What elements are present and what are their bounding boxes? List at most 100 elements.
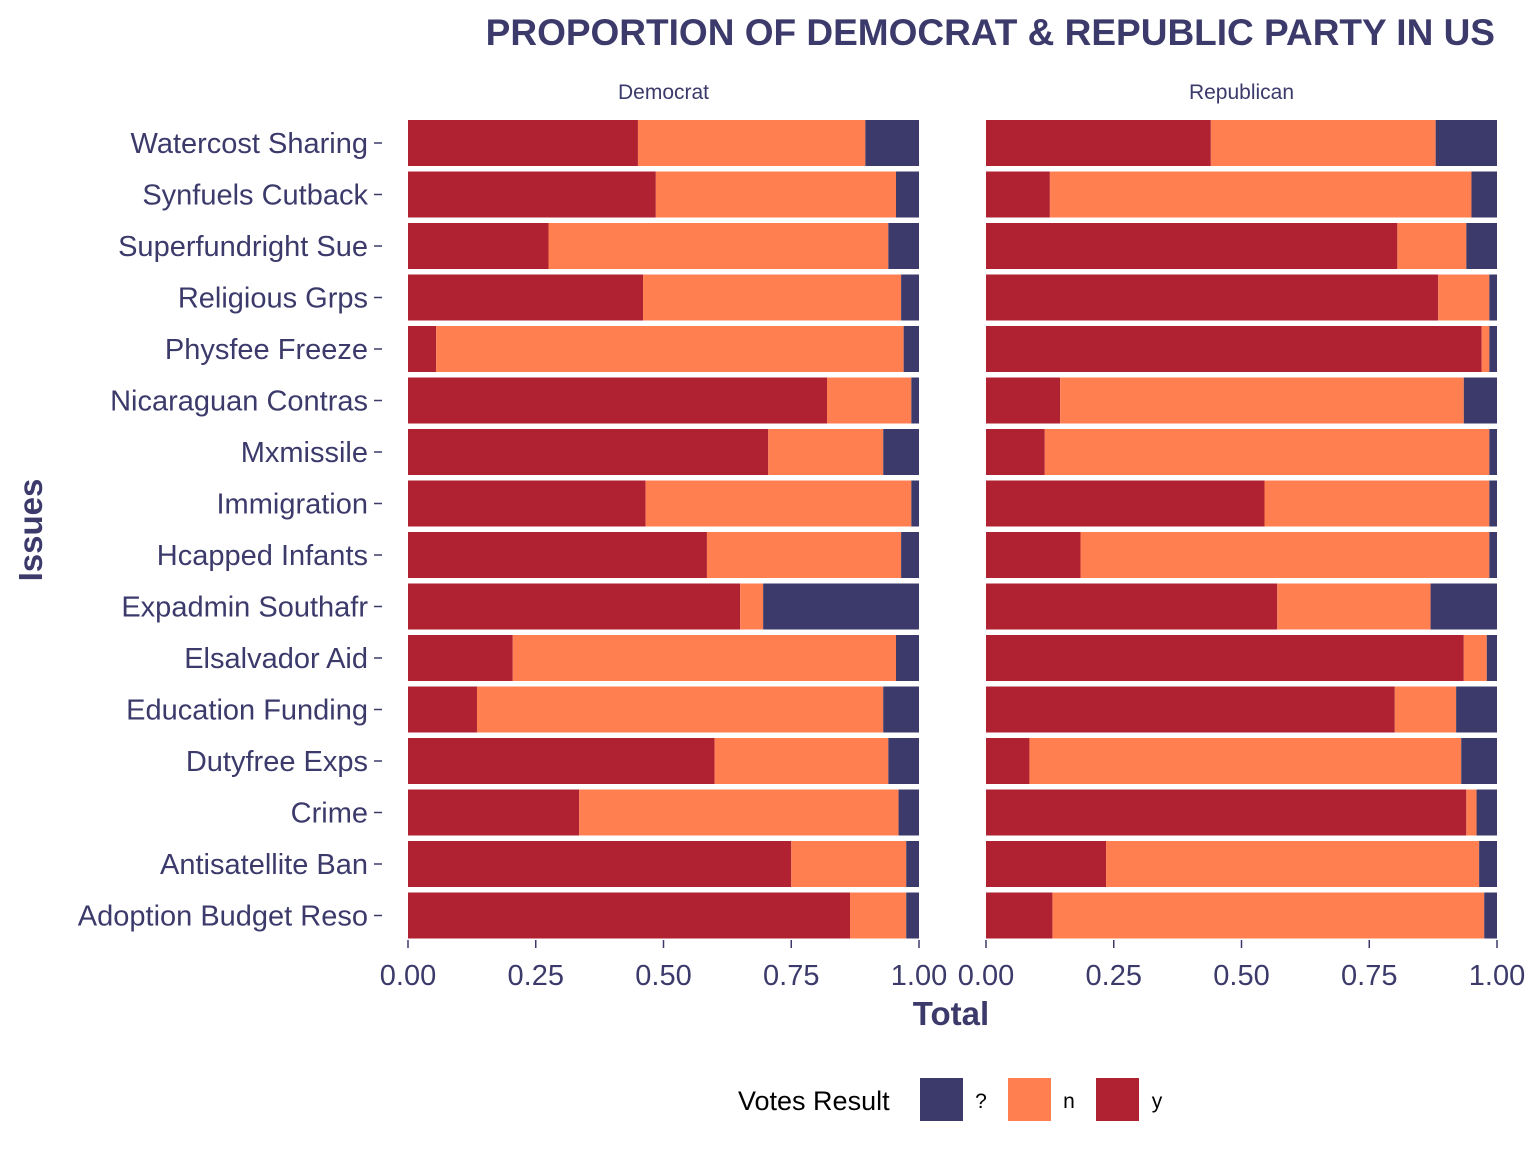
- bar-republican-unknown-nicaraguan-contras: [1463, 377, 1498, 424]
- legend: Votes Result ? n y: [738, 1078, 1163, 1121]
- bar-republican-n-physfee-freeze: [1481, 326, 1490, 372]
- bar-democrat-n-expadmin-southafr: [740, 583, 764, 630]
- y-tick-label: Mxmissile: [241, 437, 368, 469]
- x-tick-label: 0.25: [1086, 960, 1142, 992]
- bar-democrat-unknown-elsalvador-aid: [896, 635, 919, 681]
- bar-democrat-n-religious-grps: [643, 274, 902, 321]
- legend-swatch-n: [1008, 1078, 1051, 1121]
- y-tick-label: Elsalvador Aid: [184, 643, 368, 675]
- bar-republican-n-dutyfree-exps: [1029, 738, 1462, 784]
- bar-democrat-y-education-funding: [408, 686, 477, 733]
- x-tick-label: 1.00: [891, 960, 947, 992]
- bar-republican-unknown-crime: [1476, 789, 1497, 836]
- bar-democrat-n-education-funding: [476, 686, 884, 733]
- bar-democrat-unknown-immigration: [911, 480, 920, 527]
- y-tick-label: Antisatellite Ban: [160, 849, 368, 881]
- bar-republican-n-elsalvador-aid: [1463, 635, 1487, 681]
- y-tick-label: Synfuels Cutback: [142, 180, 368, 212]
- bar-republican-unknown-dutyfree-exps: [1461, 738, 1497, 784]
- bar-republican-unknown-watercost-sharing: [1435, 120, 1497, 166]
- bar-republican-n-crime: [1466, 789, 1477, 836]
- bar-democrat-unknown-nicaraguan-contras: [911, 377, 920, 424]
- bar-democrat-y-superfundright-sue: [408, 223, 549, 269]
- bar-republican-n-superfundright-sue: [1397, 223, 1467, 269]
- x-tick-label: 0.00: [958, 960, 1014, 992]
- bar-republican-y-physfee-freeze: [986, 326, 1482, 372]
- legend-title: Votes Result: [738, 1086, 890, 1116]
- bar-democrat-n-hcapped-infants: [706, 532, 902, 578]
- bar-democrat-y-mxmissile: [408, 429, 769, 475]
- bar-republican-n-religious-grps: [1438, 274, 1490, 321]
- bar-democrat-n-nicaraguan-contras: [827, 377, 912, 424]
- x-axis-title: Total: [913, 995, 989, 1032]
- bar-democrat-unknown-physfee-freeze: [903, 326, 919, 372]
- bar-democrat-unknown-watercost-sharing: [865, 120, 920, 166]
- bar-democrat-unknown-antisatellite-ban: [906, 841, 919, 887]
- bar-democrat-y-watercost-sharing: [408, 120, 638, 166]
- bar-republican-unknown-expadmin-southafr: [1430, 583, 1497, 630]
- panel-strip-label-democrat: Democrat: [618, 81, 709, 104]
- bar-democrat-n-dutyfree-exps: [714, 738, 889, 784]
- y-tick-label: Superfundright Sue: [118, 231, 368, 263]
- bar-republican-n-synfuels-cutback: [1049, 171, 1472, 218]
- x-tick-label: 1.00: [1469, 960, 1525, 992]
- legend-label-unknown: ?: [975, 1090, 987, 1113]
- bar-democrat-unknown-dutyfree-exps: [888, 738, 919, 784]
- bar-republican-n-hcapped-infants: [1080, 532, 1490, 578]
- bar-republican-y-elsalvador-aid: [986, 635, 1464, 681]
- bar-democrat-unknown-mxmissile: [883, 429, 919, 475]
- bar-democrat-y-synfuels-cutback: [408, 171, 656, 218]
- x-tick-label: 0.25: [508, 960, 564, 992]
- y-tick-label: Expadmin Southafr: [121, 592, 368, 624]
- y-axis-title: Issues: [12, 479, 49, 582]
- bar-republican-unknown-religious-grps: [1489, 274, 1498, 321]
- bar-democrat-n-adoption-budget-reso: [850, 892, 907, 939]
- bar-democrat-unknown-adoption-budget-reso: [906, 892, 919, 939]
- panel-strip-label-republican: Republican: [1189, 81, 1294, 104]
- bar-republican-unknown-synfuels-cutback: [1471, 171, 1497, 218]
- bar-democrat-y-elsalvador-aid: [408, 635, 513, 681]
- x-tick-label: 0.75: [1341, 960, 1397, 992]
- bar-republican-n-adoption-budget-reso: [1052, 892, 1485, 939]
- bar-republican-n-watercost-sharing: [1210, 120, 1436, 166]
- bar-republican-unknown-antisatellite-ban: [1479, 841, 1498, 887]
- bar-democrat-n-synfuels-cutback: [655, 171, 897, 218]
- bar-republican-unknown-physfee-freeze: [1489, 326, 1498, 372]
- bar-democrat-unknown-synfuels-cutback: [896, 171, 919, 218]
- x-tick-label: 0.75: [763, 960, 819, 992]
- bar-republican-y-expadmin-southafr: [986, 583, 1278, 630]
- bar-republican-y-synfuels-cutback: [986, 171, 1050, 218]
- bar-republican-n-mxmissile: [1044, 429, 1490, 475]
- y-tick-label: Immigration: [217, 489, 369, 521]
- x-tick-label: 0.50: [1213, 960, 1269, 992]
- y-tick-label: Hcapped Infants: [157, 540, 368, 572]
- bar-democrat-unknown-hcapped-infants: [901, 532, 920, 578]
- bar-republican-unknown-elsalvador-aid: [1486, 635, 1497, 681]
- bar-republican-unknown-mxmissile: [1489, 429, 1498, 475]
- bar-democrat-unknown-education-funding: [883, 686, 919, 733]
- bar-democrat-y-crime: [408, 789, 580, 836]
- bar-republican-y-crime: [986, 789, 1467, 836]
- y-tick-label: Religious Grps: [178, 283, 368, 315]
- y-tick-label: Physfee Freeze: [165, 334, 368, 366]
- bar-democrat-y-hcapped-infants: [408, 532, 707, 578]
- y-tick-label: Nicaraguan Contras: [110, 386, 368, 418]
- bar-democrat-y-nicaraguan-contras: [408, 377, 828, 424]
- bar-republican-y-superfundright-sue: [986, 223, 1398, 269]
- bar-democrat-y-religious-grps: [408, 274, 644, 321]
- bar-republican-y-dutyfree-exps: [986, 738, 1030, 784]
- legend-label-n: n: [1063, 1090, 1075, 1113]
- bar-democrat-y-expadmin-southafr: [408, 583, 741, 630]
- bar-republican-unknown-immigration: [1489, 480, 1498, 527]
- bar-democrat-y-adoption-budget-reso: [408, 892, 851, 939]
- bar-democrat-n-antisatellite-ban: [791, 841, 907, 887]
- bar-democrat-n-physfee-freeze: [436, 326, 904, 372]
- bar-republican-unknown-education-funding: [1456, 686, 1497, 733]
- bar-republican-y-adoption-budget-reso: [986, 892, 1053, 939]
- legend-swatch-y: [1096, 1078, 1139, 1121]
- y-tick-label: Education Funding: [126, 695, 368, 727]
- bar-republican-n-expadmin-southafr: [1277, 583, 1431, 630]
- bar-republican-y-religious-grps: [986, 274, 1439, 321]
- bar-republican-unknown-superfundright-sue: [1466, 223, 1497, 269]
